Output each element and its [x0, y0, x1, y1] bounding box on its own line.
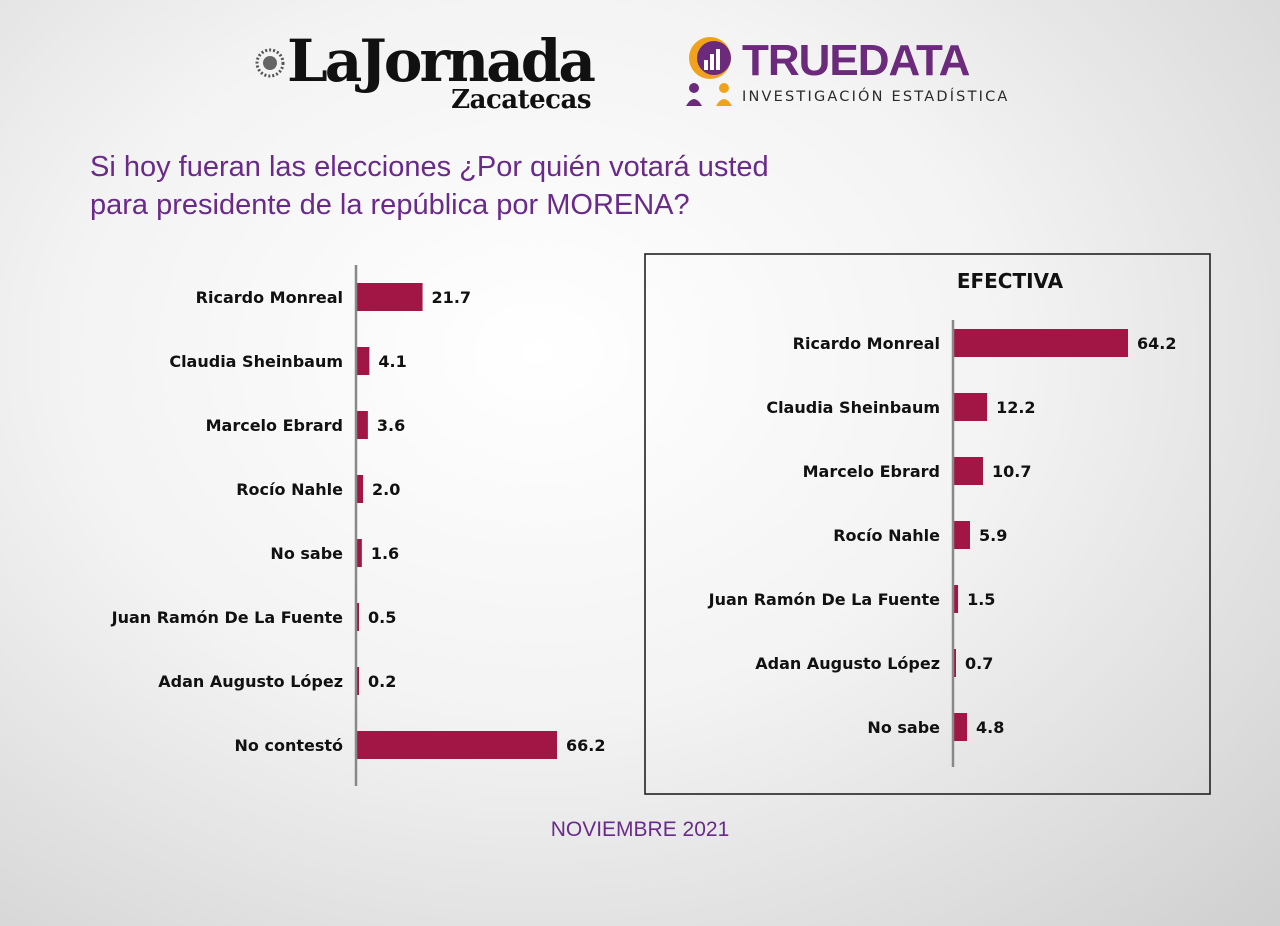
efectiva-panel-border — [644, 253, 1211, 795]
efectiva-category-label: No sabe — [867, 718, 940, 737]
efectiva-bar — [954, 521, 970, 549]
efectiva-bar — [954, 649, 956, 677]
efectiva-category-label: Ricardo Monreal — [793, 334, 940, 353]
main-category-label: Adan Augusto López — [158, 672, 343, 691]
efectiva-bar — [954, 393, 988, 421]
efectiva-value-label: 1.5 — [967, 590, 995, 609]
question-line-2: para presidente de la república por MORE… — [90, 189, 690, 221]
efectiva-value-label: 12.2 — [996, 398, 1035, 417]
main-category-label: Ricardo Monreal — [196, 288, 343, 307]
main-category-label: Rocío Nahle — [236, 480, 343, 499]
efectiva-chart-title: EFECTIVA — [957, 269, 1064, 293]
efectiva-category-label: Claudia Sheinbaum — [766, 398, 940, 417]
main-value-label: 21.7 — [432, 288, 471, 307]
main-category-label: No contestó — [235, 736, 343, 755]
chart-bubble-icon — [686, 37, 732, 106]
efectiva-bar — [954, 713, 968, 741]
main-value-label: 0.5 — [368, 608, 396, 627]
main-value-label: 3.6 — [377, 416, 405, 435]
partner-title: TRUEDATA — [742, 36, 970, 85]
main-bar — [357, 475, 364, 503]
main-bar — [357, 347, 370, 375]
main-bar — [357, 731, 557, 759]
efectiva-bar — [954, 585, 959, 613]
main-category-label: Claudia Sheinbaum — [169, 352, 343, 371]
main-bar — [357, 283, 423, 311]
efectiva-category-label: Juan Ramón De La Fuente — [708, 590, 941, 609]
main-value-label: 2.0 — [372, 480, 400, 499]
main-value-label: 0.2 — [368, 672, 396, 691]
efectiva-value-label: 5.9 — [979, 526, 1007, 545]
partner-subtitle: INVESTIGACIÓN ESTADÍSTICA — [742, 89, 1010, 105]
la-jornada-logo: LaJornada Zacatecas — [255, 27, 596, 118]
efectiva-category-label: Adan Augusto López — [755, 654, 940, 673]
survey-date: NOVIEMBRE 2021 — [550, 818, 730, 841]
efectiva-category-label: Rocío Nahle — [833, 526, 940, 545]
main-value-label: 66.2 — [566, 736, 605, 755]
main-value-label: 4.1 — [378, 352, 406, 371]
efectiva-value-label: 4.8 — [976, 718, 1004, 737]
brand-main: LaJornada — [287, 27, 596, 95]
main-bar — [357, 667, 359, 695]
efectiva-bar — [954, 457, 983, 485]
survey-question: Si hoy fueran las elecciones ¿Por quién … — [90, 148, 850, 224]
truedata-logo: TRUEDATA INVESTIGACIÓN ESTADÍSTICA — [684, 36, 1034, 108]
main-bar — [357, 603, 359, 631]
main-category-label: No sabe — [270, 544, 343, 563]
efectiva-value-label: 64.2 — [1137, 334, 1176, 353]
brand-sub: Zacatecas — [451, 85, 591, 115]
main-bar — [357, 411, 368, 439]
efectiva-value-label: 10.7 — [992, 462, 1031, 481]
efectiva-category-label: Marcelo Ebrard — [803, 462, 940, 481]
main-category-label: Marcelo Ebrard — [206, 416, 343, 435]
efectiva-bar — [954, 329, 1128, 357]
efectiva-value-label: 0.7 — [965, 654, 993, 673]
main-category-label: Juan Ramón De La Fuente — [111, 608, 344, 627]
question-line-1: Si hoy fueran las elecciones ¿Por quién … — [90, 151, 769, 183]
main-bar — [357, 539, 362, 567]
main-value-label: 1.6 — [371, 544, 399, 563]
seal-icon — [255, 48, 285, 78]
